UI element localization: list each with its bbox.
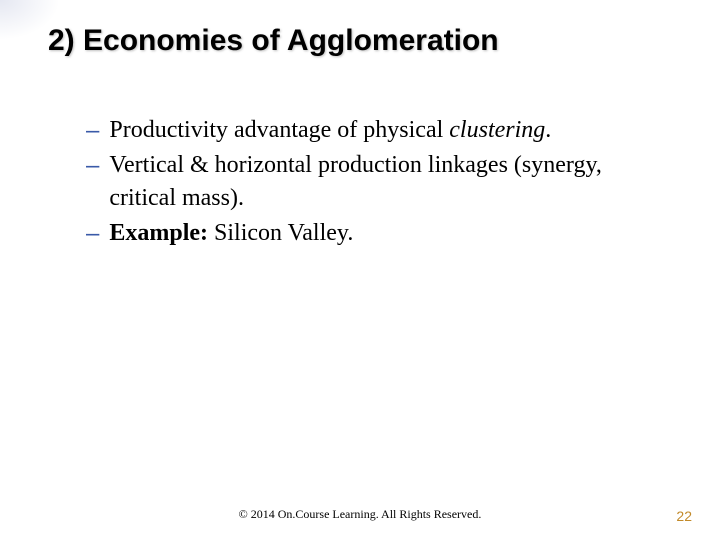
- page-number: 22: [676, 508, 692, 524]
- bullet-dash-icon: –: [86, 217, 99, 250]
- bullet-text-italic: clustering: [449, 117, 545, 143]
- bullet-dash-icon: –: [86, 149, 99, 182]
- bullet-text: Example: Silicon Valley.: [109, 217, 353, 250]
- bullet-text-plain: Productivity advantage of physical: [109, 117, 449, 143]
- bullet-text-plain: .: [545, 117, 551, 143]
- bullet-text: Vertical & horizontal production linkage…: [109, 149, 672, 215]
- bullet-item: – Productivity advantage of physical clu…: [86, 114, 672, 147]
- bullet-dash-icon: –: [86, 114, 99, 147]
- bullet-text-bold: Example:: [109, 220, 208, 246]
- bullet-text-plain: Silicon Valley.: [208, 220, 353, 246]
- slide-title: 2) Economies of Agglomeration: [48, 24, 672, 58]
- footer-copyright: © 2014 On.Course Learning. All Rights Re…: [0, 507, 720, 522]
- bullet-text-plain: Vertical & horizontal production linkage…: [109, 152, 602, 211]
- bullet-list: – Productivity advantage of physical clu…: [86, 114, 672, 250]
- bullet-item: – Vertical & horizontal production linka…: [86, 149, 672, 215]
- bullet-text: Productivity advantage of physical clust…: [109, 114, 551, 147]
- bullet-item: – Example: Silicon Valley.: [86, 217, 672, 250]
- slide-container: 2) Economies of Agglomeration – Producti…: [0, 0, 720, 540]
